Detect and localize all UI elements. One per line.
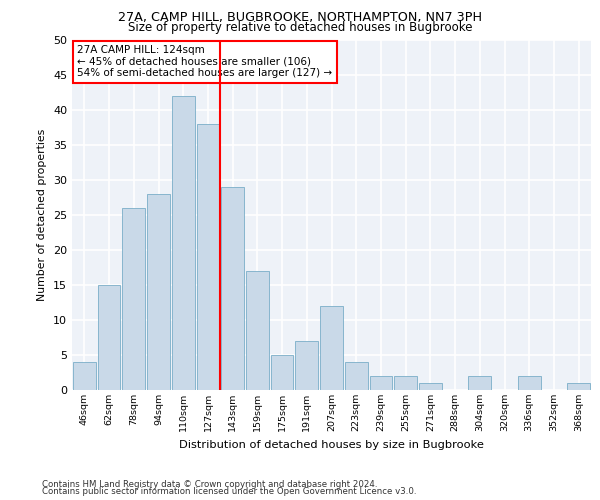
Bar [394, 376, 417, 390]
Bar [271, 355, 293, 390]
Bar [172, 96, 194, 390]
Bar [246, 271, 269, 390]
Bar [469, 376, 491, 390]
Bar [567, 383, 590, 390]
Bar [370, 376, 392, 390]
Bar [345, 362, 368, 390]
Bar [73, 362, 96, 390]
Text: Size of property relative to detached houses in Bugbrooke: Size of property relative to detached ho… [128, 22, 472, 35]
X-axis label: Distribution of detached houses by size in Bugbrooke: Distribution of detached houses by size … [179, 440, 484, 450]
Bar [122, 208, 145, 390]
Bar [518, 376, 541, 390]
Bar [147, 194, 170, 390]
Bar [295, 341, 318, 390]
Bar [419, 383, 442, 390]
Text: 27A CAMP HILL: 124sqm
← 45% of detached houses are smaller (106)
54% of semi-det: 27A CAMP HILL: 124sqm ← 45% of detached … [77, 46, 332, 78]
Text: Contains public sector information licensed under the Open Government Licence v3: Contains public sector information licen… [42, 487, 416, 496]
Y-axis label: Number of detached properties: Number of detached properties [37, 129, 47, 301]
Bar [320, 306, 343, 390]
Bar [98, 285, 121, 390]
Bar [221, 187, 244, 390]
Text: Contains HM Land Registry data © Crown copyright and database right 2024.: Contains HM Land Registry data © Crown c… [42, 480, 377, 489]
Text: 27A, CAMP HILL, BUGBROOKE, NORTHAMPTON, NN7 3PH: 27A, CAMP HILL, BUGBROOKE, NORTHAMPTON, … [118, 11, 482, 24]
Bar [197, 124, 219, 390]
